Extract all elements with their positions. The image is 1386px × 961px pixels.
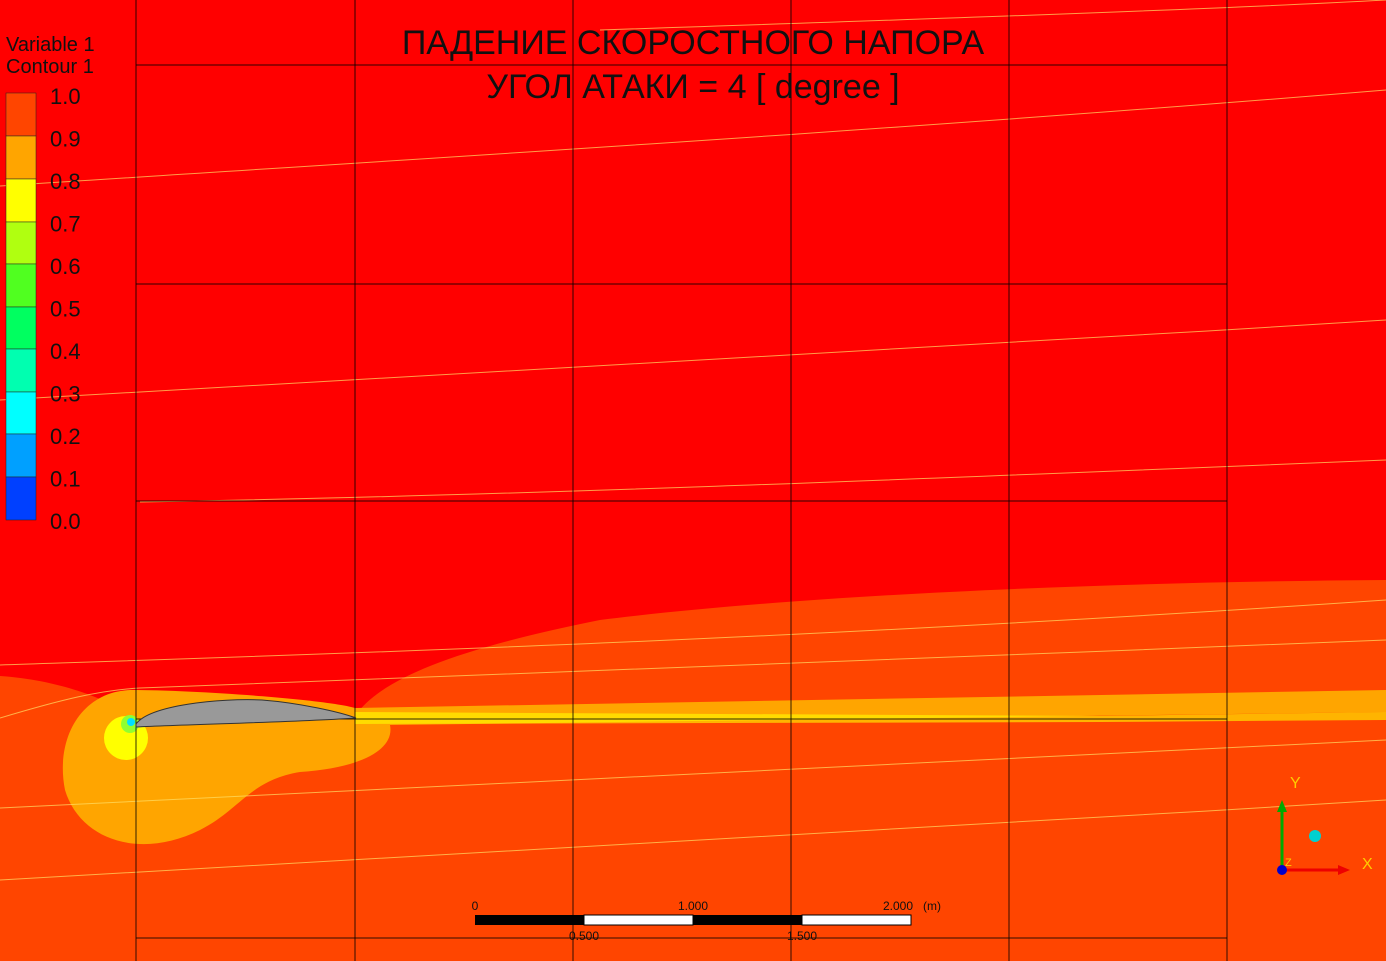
axis-label: Y <box>1290 775 1301 792</box>
legend-label: 0.0 <box>50 509 81 534</box>
legend-label: 1.0 <box>50 84 81 109</box>
scale-label: 0.500 <box>569 929 599 943</box>
stagnation-cyan <box>127 718 135 726</box>
legend-labels: 1.0 0.9 0.8 0.7 0.6 0.5 0.4 0.3 0.2 0.1 0.0 <box>50 84 81 534</box>
scale-label: 0 <box>472 899 479 913</box>
wake <box>355 712 1386 724</box>
legend-label: 0.8 <box>50 169 81 194</box>
title-line: ПАДЕНИЕ СКОРОСТНОГО НАПОРА <box>402 24 985 62</box>
legend-label: 0.5 <box>50 297 81 322</box>
legend-label: 0.3 <box>50 382 81 407</box>
axis-triad <box>1277 800 1350 875</box>
axis-label: Z <box>1285 857 1292 869</box>
field-orange <box>0 580 1386 961</box>
title-line: УГОЛ АТАКИ = 4 [ degree ] <box>486 68 899 106</box>
scale-label: 1.000 <box>678 899 708 913</box>
legend-variable: Variable 1 <box>6 34 95 56</box>
legend-label: 0.6 <box>50 254 81 279</box>
axis-label: X <box>1362 856 1373 873</box>
airfoil <box>135 699 357 728</box>
scale-label: 2.000 <box>883 899 913 913</box>
legend-label: 0.7 <box>50 212 81 237</box>
legend-contour: Contour 1 <box>6 56 94 78</box>
legend-label: 0.9 <box>50 127 81 152</box>
scale-bar <box>475 914 912 926</box>
scale-unit: (m) <box>923 899 941 913</box>
legend-label: 0.4 <box>50 339 81 364</box>
legend-bar <box>5 92 37 521</box>
grid <box>135 0 1228 961</box>
scale-label: 1.500 <box>787 929 817 943</box>
legend-label: 0.1 <box>50 467 81 492</box>
legend-label: 0.2 <box>50 424 81 449</box>
